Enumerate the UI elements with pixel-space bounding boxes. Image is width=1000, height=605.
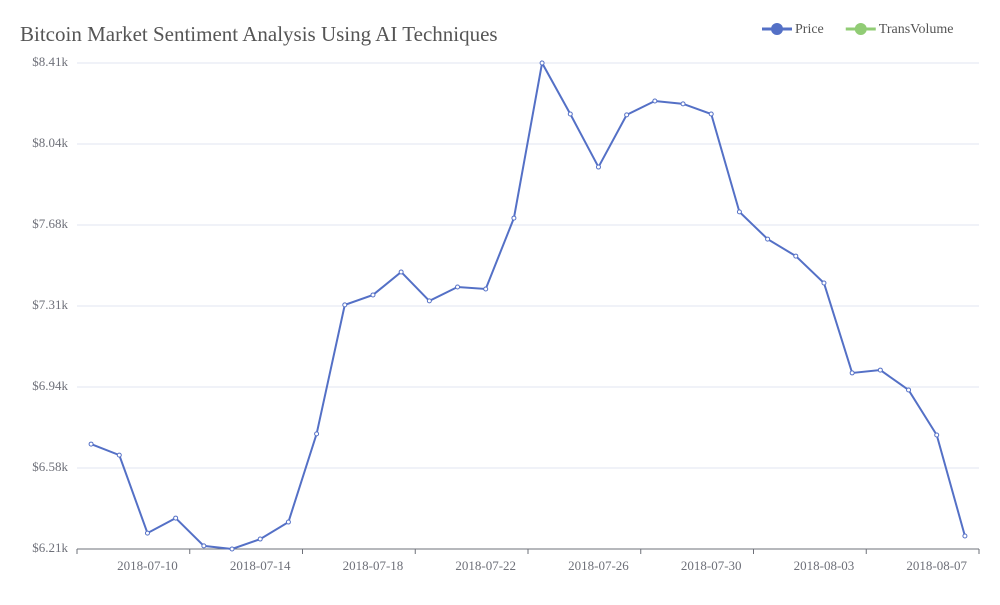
data-point	[539, 60, 545, 66]
legend-text: TransVolume	[879, 22, 954, 37]
legend-text: Price	[795, 22, 824, 37]
y-tick-label: $8.04k	[32, 135, 68, 150]
data-point	[849, 370, 855, 376]
y-tick-label: $6.21k	[32, 540, 68, 555]
x-tick-label: 2018-07-26	[568, 558, 629, 573]
data-point	[765, 236, 771, 242]
data-point	[906, 387, 912, 393]
y-tick-label: $7.68k	[32, 216, 68, 231]
data-point	[455, 284, 461, 290]
data-point	[821, 280, 827, 286]
x-tick-label: 2018-08-03	[794, 558, 855, 573]
x-tick-label: 2018-07-30	[681, 558, 742, 573]
data-point	[652, 98, 658, 104]
data-point	[680, 101, 686, 107]
y-tick-label: $7.31k	[32, 297, 68, 312]
data-point	[595, 164, 601, 170]
data-point	[257, 536, 263, 542]
data-point	[173, 515, 179, 521]
data-point	[511, 215, 517, 221]
data-point	[962, 533, 968, 539]
data-point	[483, 286, 489, 292]
data-point	[88, 441, 94, 447]
data-point	[116, 452, 122, 458]
chart-title: Bitcoin Market Sentiment Analysis Using …	[20, 22, 498, 46]
x-tick-label: 2018-08-07	[906, 558, 967, 573]
data-point	[736, 209, 742, 215]
x-tick-label: 2018-07-10	[117, 558, 178, 573]
data-point	[708, 111, 714, 117]
legend-marker	[771, 23, 783, 35]
x-tick-label: 2018-07-18	[343, 558, 404, 573]
data-point	[285, 519, 291, 525]
y-tick-label: $6.94k	[32, 378, 68, 393]
data-point	[229, 546, 235, 552]
y-tick-label: $8.41k	[32, 54, 68, 69]
data-point	[426, 298, 432, 304]
data-point	[934, 432, 940, 438]
data-point	[144, 530, 150, 536]
data-point	[567, 111, 573, 117]
legend-marker	[854, 23, 867, 35]
data-point	[201, 543, 207, 549]
y-tick-label: $6.58k	[32, 459, 68, 474]
data-point	[624, 112, 630, 118]
x-tick-label: 2018-07-14	[230, 558, 291, 573]
data-point	[314, 431, 320, 437]
data-point	[370, 292, 376, 298]
data-point	[877, 367, 883, 373]
line-series	[90, 60, 966, 551]
data-point	[793, 253, 799, 259]
x-tick-label: 2018-07-22	[455, 558, 516, 573]
data-point	[398, 269, 404, 275]
data-point	[342, 302, 348, 308]
